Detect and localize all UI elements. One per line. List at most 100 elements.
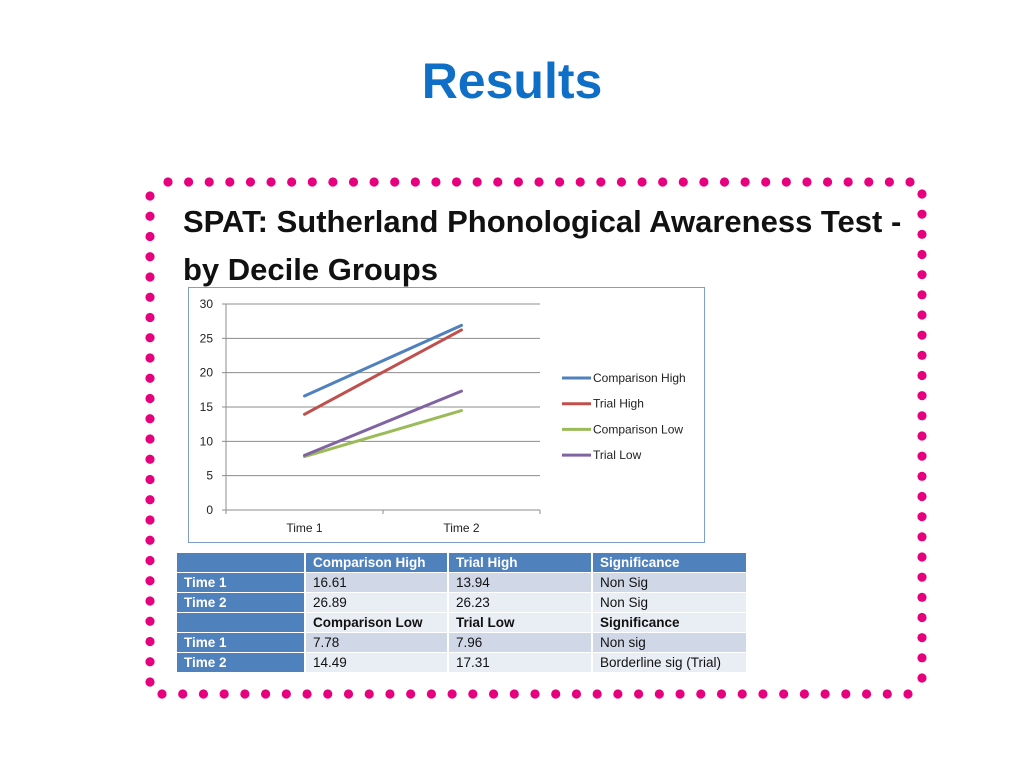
frame-dot <box>917 572 927 582</box>
frame-dot <box>145 231 155 242</box>
frame-dot <box>145 292 155 302</box>
frame-dot <box>917 512 927 522</box>
legend-label: Comparison High <box>593 371 686 385</box>
row-label-cell: Time 2 <box>177 653 306 673</box>
frame-dot <box>145 272 155 282</box>
frame-dot <box>555 177 565 187</box>
frame-dot <box>468 689 478 699</box>
frame-dot <box>575 177 585 187</box>
table-cell: Borderline sig (Trial) <box>593 653 748 673</box>
frame-dot <box>145 312 155 323</box>
frame-dot <box>266 177 276 187</box>
row-label-cell: Time 1 <box>177 573 306 593</box>
frame-dot <box>281 689 291 699</box>
table-cell: 14.49 <box>306 653 449 673</box>
y-tick-label: 25 <box>200 331 214 345</box>
frame-dot <box>802 177 812 187</box>
y-tick-label: 0 <box>206 503 213 517</box>
series-line <box>303 409 463 459</box>
table-row: Comparison Low Trial Low Significance <box>177 613 748 633</box>
frame-dot <box>634 689 644 699</box>
frame-dot <box>348 177 359 187</box>
frame-dot <box>145 373 155 383</box>
frame-dot <box>917 391 927 401</box>
frame-dot <box>843 177 853 187</box>
frame-dot <box>917 330 927 340</box>
frame-dot <box>145 191 155 201</box>
frame-dot <box>145 434 155 444</box>
frame-dot <box>917 633 927 643</box>
chart-plot: 0 5 10 15 20 25 30 Time 1 Time 2 Comparison High T… <box>200 297 686 535</box>
frame-dot <box>184 177 194 187</box>
frame-dot <box>261 689 271 699</box>
x-tick-label: Time 1 <box>286 521 323 535</box>
frame-dot <box>390 177 400 187</box>
frame-dot <box>513 177 523 187</box>
frame-dot <box>157 689 167 699</box>
frame-dot <box>145 252 155 262</box>
frame-dot <box>917 350 927 360</box>
table-cell: 26.23 <box>449 593 593 613</box>
frame-dot <box>719 177 730 187</box>
frame-dot <box>145 515 155 525</box>
frame-dot <box>905 177 915 187</box>
frame-dot <box>287 177 297 187</box>
frame-dot <box>596 177 606 187</box>
frame-dot <box>917 431 927 441</box>
row-label-cell <box>177 613 306 633</box>
frame-dot <box>917 552 927 562</box>
frame-dot <box>145 636 155 647</box>
frame-dot <box>882 689 892 699</box>
frame-dot <box>145 454 155 464</box>
table-cell: 17.31 <box>449 653 593 673</box>
table-header-row: Comparison High Trial High Significance <box>177 553 748 573</box>
legend-label: Trial Low <box>593 448 642 462</box>
row-label-cell: Time 2 <box>177 593 306 613</box>
frame-dot <box>861 689 872 699</box>
table-cell: 16.61 <box>306 573 449 593</box>
frame-dot <box>364 689 374 699</box>
frame-dot <box>198 689 209 699</box>
frame-dot <box>410 177 420 187</box>
frame-dot <box>493 177 503 187</box>
series-line <box>303 389 463 457</box>
table-row: Time 2 14.49 17.31 Borderline sig (Trial) <box>177 653 748 673</box>
x-tick-label: Time 2 <box>443 521 480 535</box>
frame-dot <box>675 689 685 699</box>
frame-dot <box>145 657 155 667</box>
frame-dot <box>343 689 354 699</box>
frame-dot <box>917 270 927 280</box>
frame-dot <box>323 689 333 699</box>
results-table: Comparison High Trial High Significance Tim… <box>177 553 748 673</box>
frame-dot <box>178 689 188 699</box>
frame-dot <box>509 689 519 699</box>
y-tick-label: 15 <box>200 400 214 414</box>
table-cell: 13.94 <box>449 573 593 593</box>
table-row: Time 2 26.89 26.23 Non Sig <box>177 593 748 613</box>
table-cell: Non sig <box>593 633 748 653</box>
frame-dot <box>917 229 927 239</box>
frame-dot <box>406 689 416 699</box>
frame-dot <box>917 491 927 502</box>
frame-dot <box>145 596 155 606</box>
frame-dot <box>884 177 894 187</box>
frame-dot <box>799 689 809 699</box>
frame-dot <box>426 689 436 699</box>
frame-dot <box>240 689 250 699</box>
frame-dot <box>328 177 338 187</box>
frame-dot <box>864 177 874 187</box>
frame-dot <box>917 310 927 320</box>
y-tick-label: 30 <box>200 297 214 311</box>
table-cell: Significance <box>593 553 748 573</box>
y-tick-label: 10 <box>200 434 214 448</box>
series-line <box>303 323 463 398</box>
frame-dot <box>225 177 235 187</box>
frame-dot <box>822 177 833 187</box>
frame-dot <box>917 249 927 260</box>
y-tick-label: 5 <box>206 469 213 483</box>
frame-dot <box>204 177 214 187</box>
table-row: Time 1 16.61 13.94 Non Sig <box>177 573 748 593</box>
frame-dot <box>245 177 256 187</box>
frame-dot <box>385 689 395 699</box>
